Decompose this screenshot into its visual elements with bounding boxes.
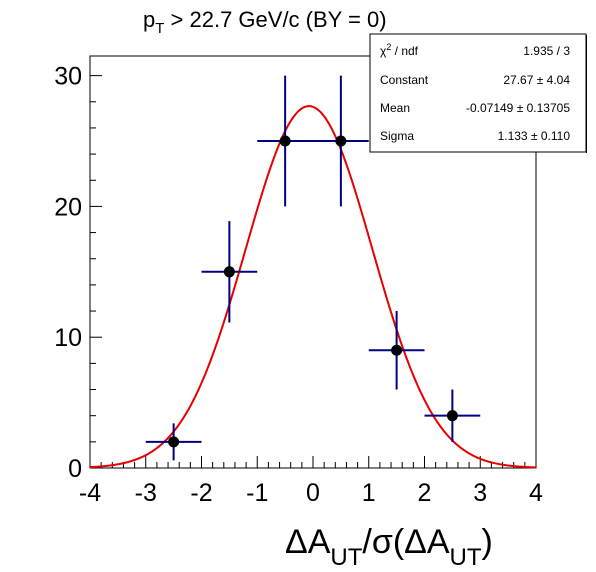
x-tick-label: -4 [79, 479, 101, 507]
x-tick-label: -1 [246, 479, 268, 507]
data-point [223, 266, 235, 278]
stats-value-chi2: 1.935 / 3 [523, 44, 570, 58]
y-tick-label: 30 [54, 63, 82, 91]
chart-title-rest: > 22.7 GeV/c (BY = 0) [164, 7, 386, 32]
fit-curve [89, 105, 537, 469]
data-point [335, 135, 347, 147]
x-tick-label: -3 [135, 479, 157, 507]
data-point [446, 410, 458, 422]
data-point [391, 344, 403, 356]
chart-title-sub: T [155, 20, 164, 37]
stats-label-chi2: χ2 / ndf [380, 42, 419, 58]
x-label-part1: ΔA [285, 523, 331, 561]
stats-value-constant: 27.67 ± 4.04 [503, 73, 570, 87]
x-label-part3: ) [482, 523, 493, 561]
data-point [168, 436, 180, 448]
x-tick-label: -2 [190, 479, 212, 507]
stats-box-frame [369, 33, 587, 153]
stats-value-sigma: 1.133 ± 0.110 [498, 129, 571, 143]
y-tick-label: 0 [68, 455, 82, 483]
stats-label-mean: Mean [380, 101, 410, 115]
data-markers [168, 135, 458, 448]
x-label-sub1: UT [330, 544, 362, 571]
x-label-part2: /σ(ΔA [362, 523, 449, 561]
stats-box: χ2 / ndf 1.935 / 3 Constant 27.67 ± 4.04… [369, 33, 587, 153]
x-tick-label: 3 [473, 479, 487, 507]
data-point [279, 135, 291, 147]
x-axis-label: ΔAUT/σ(ΔAUT) [285, 523, 493, 571]
stats-value-mean: -0.07149 ± 0.13705 [466, 101, 570, 115]
chart-title-main: p [143, 7, 155, 32]
x-tick-label: 1 [362, 479, 376, 507]
x-tick-label: 2 [418, 479, 432, 507]
stats-label-sigma: Sigma [380, 129, 414, 143]
tick-labels: -4 -3 -2 -1 0 1 2 3 4 0 10 20 30 [54, 63, 543, 507]
stats-label-constant: Constant [380, 73, 429, 87]
y-tick-label: 20 [54, 193, 82, 221]
chart-title: pT > 22.7 GeV/c (BY = 0) [143, 7, 387, 37]
x-tick-label: 4 [529, 479, 543, 507]
y-tick-label: 10 [54, 324, 82, 352]
x-tick-label: 0 [306, 479, 320, 507]
x-label-sub2: UT [450, 544, 482, 571]
